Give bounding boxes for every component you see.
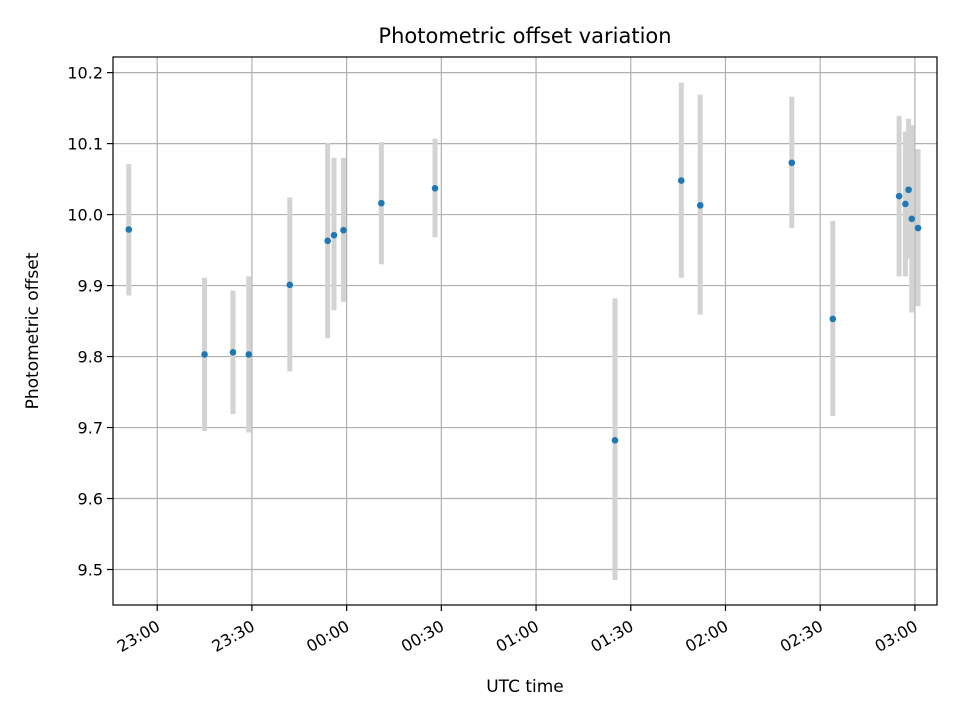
y-tick-label: 9.8	[78, 348, 103, 367]
data-point	[125, 226, 133, 233]
data-point	[905, 186, 912, 194]
data-point	[201, 351, 208, 358]
y-axis-ticks: 9.5 9.6 9.7 9.8 9.9 10.0 10.1 10.2	[67, 64, 113, 580]
y-tick-label: 9.5	[78, 561, 103, 580]
data-point	[895, 192, 903, 200]
data-point	[788, 159, 796, 167]
y-tick-label: 9.9	[78, 277, 103, 296]
data-point	[902, 200, 909, 208]
data-point	[431, 185, 439, 192]
data-point	[330, 231, 338, 239]
data-point	[914, 224, 922, 232]
data-point	[340, 226, 347, 234]
data-point	[677, 177, 685, 184]
y-tick-label: 9.6	[78, 490, 103, 509]
data-points	[125, 159, 922, 444]
y-tick-label: 9.7	[78, 419, 103, 438]
x-axis-label: UTC time	[486, 677, 564, 697]
data-point	[611, 437, 619, 444]
y-tick-label: 10.1	[67, 135, 103, 154]
data-point	[229, 348, 237, 356]
data-point	[696, 202, 704, 209]
y-axis-label: Photometric offset	[23, 252, 43, 409]
data-point	[908, 215, 916, 223]
data-point	[245, 351, 253, 358]
data-point	[829, 315, 837, 323]
plot-frame	[112, 56, 938, 606]
y-tick-label: 10.0	[67, 206, 103, 225]
chart-title: Photometric offset variation	[378, 24, 671, 48]
data-point	[286, 281, 294, 289]
data-point	[378, 199, 385, 207]
data-point	[324, 237, 331, 245]
y-tick-label: 10.2	[67, 64, 103, 83]
